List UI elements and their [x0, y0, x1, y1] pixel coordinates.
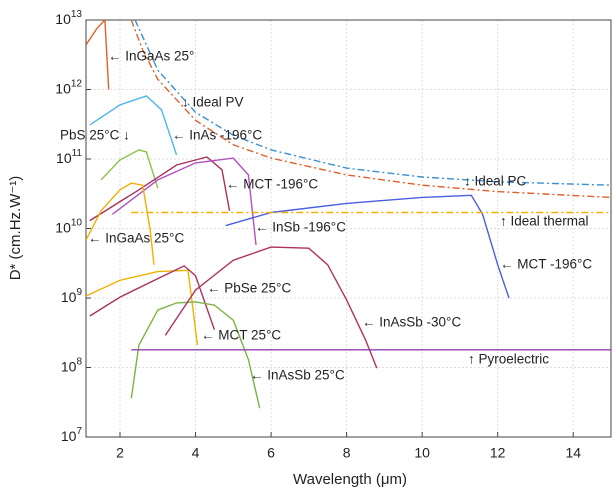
series-line	[86, 20, 110, 90]
y-tick-label: 1012	[55, 78, 82, 96]
annotation: ← InAsSb -30°C	[362, 315, 461, 330]
annotation: ↓ Ideal PV	[182, 95, 244, 110]
series-line	[225, 194, 510, 299]
series-line	[130, 301, 261, 409]
y-tick-label: 109	[61, 287, 83, 305]
y-tick-label: 1010	[55, 217, 82, 235]
x-axis-label: Wavelength (μm)	[293, 471, 407, 488]
annotation: ← InGaAs 25°C	[88, 231, 184, 246]
y-tick-label: 107	[61, 426, 83, 444]
series-line	[111, 157, 257, 245]
series-line	[89, 95, 178, 156]
series-line	[164, 246, 378, 369]
series-line	[134, 20, 611, 186]
annotation: PbS 25°C ↓	[60, 128, 130, 143]
x-tick-label: 14	[565, 445, 581, 461]
x-tick-label: 2	[116, 445, 124, 461]
series-line	[89, 265, 216, 330]
annotation: ← InAsSb 25°C	[250, 368, 345, 383]
annotation: ← InAs -196°C	[172, 128, 262, 143]
series-line	[130, 20, 611, 199]
y-tick-label: 1013	[55, 9, 82, 27]
annotation: ← MCT -196°C	[226, 177, 318, 192]
annotation: ← MCT -196°C	[500, 257, 592, 272]
annotation: ↑ Ideal thermal	[500, 214, 589, 229]
series-line	[89, 156, 231, 222]
annotation: ← InGaAs 25°	[108, 49, 194, 64]
series-line	[100, 149, 159, 189]
x-tick-label: 6	[267, 445, 275, 461]
plot-frame	[85, 19, 612, 438]
y-tick-label: 108	[61, 356, 83, 374]
x-tick-label: 12	[490, 445, 506, 461]
x-tick-label: 4	[192, 445, 200, 461]
x-tick-label: 10	[414, 445, 430, 461]
annotation: ← MCT 25°C	[201, 328, 281, 343]
annotation: ← InSb -196°C	[255, 220, 346, 235]
annotation: ← PbSe 25°C	[207, 281, 291, 296]
grid	[86, 19, 611, 438]
x-tick-label: 8	[343, 445, 351, 461]
series-line	[86, 182, 155, 265]
y-tick-label: 1011	[56, 148, 82, 166]
annotation: ↓ Ideal PC	[464, 174, 527, 189]
annotation: ↑ Pyroelectric	[468, 352, 549, 367]
y-axis-label: D* (cm.Hz.W⁻¹)	[7, 176, 24, 281]
